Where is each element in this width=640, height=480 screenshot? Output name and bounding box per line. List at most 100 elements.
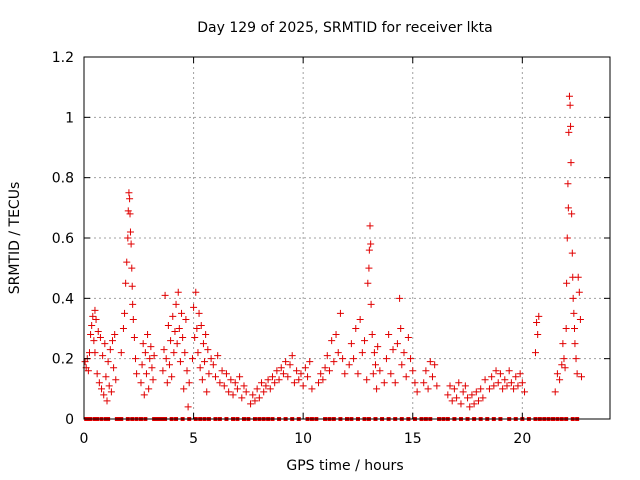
data-point bbox=[507, 379, 515, 387]
data-point bbox=[568, 210, 576, 218]
data-point bbox=[162, 355, 170, 363]
data-point bbox=[174, 288, 182, 296]
data-point bbox=[249, 391, 257, 399]
data-point bbox=[160, 346, 168, 354]
data-point bbox=[516, 370, 524, 378]
data-point bbox=[461, 382, 469, 390]
data-point bbox=[199, 340, 207, 348]
data-point bbox=[251, 397, 259, 405]
data-point bbox=[534, 331, 542, 339]
data-point bbox=[253, 385, 261, 393]
data-point bbox=[117, 349, 125, 357]
data-point bbox=[247, 400, 255, 408]
data-point bbox=[182, 315, 190, 323]
data-point bbox=[133, 370, 141, 378]
y-axis-ticks: 0 0.2 0.4 0.6 0.8 1 1.2 bbox=[52, 50, 610, 428]
data-point bbox=[101, 340, 109, 348]
data-point bbox=[575, 288, 583, 296]
data-point bbox=[570, 309, 578, 317]
data-point bbox=[505, 367, 513, 375]
data-point bbox=[563, 279, 571, 287]
data-point bbox=[293, 367, 301, 375]
data-point bbox=[567, 159, 575, 167]
data-point bbox=[571, 340, 579, 348]
data-point bbox=[129, 300, 137, 308]
data-point bbox=[336, 309, 344, 317]
data-point bbox=[229, 391, 237, 399]
data-point bbox=[89, 312, 97, 320]
data-point bbox=[150, 352, 158, 360]
data-point bbox=[407, 355, 415, 363]
data-point bbox=[358, 349, 366, 357]
data-point bbox=[176, 358, 184, 366]
data-point bbox=[286, 361, 294, 369]
data-point bbox=[185, 379, 193, 387]
data-point bbox=[387, 370, 395, 378]
chart-title: Day 129 of 2025, SRMTID for receiver lkt… bbox=[197, 20, 492, 36]
data-point bbox=[179, 334, 187, 342]
data-point bbox=[233, 385, 241, 393]
data-point bbox=[163, 379, 171, 387]
data-point bbox=[501, 376, 509, 384]
data-point bbox=[110, 364, 118, 372]
data-point bbox=[231, 379, 239, 387]
data-point bbox=[563, 234, 571, 242]
y-tick-label: 1 bbox=[65, 110, 74, 126]
data-point bbox=[420, 379, 428, 387]
data-point bbox=[190, 303, 198, 311]
data-point bbox=[457, 400, 465, 408]
data-point bbox=[565, 128, 573, 136]
data-point bbox=[87, 331, 95, 339]
data-point bbox=[144, 331, 152, 339]
data-point bbox=[205, 370, 213, 378]
data-point bbox=[194, 349, 202, 357]
data-point bbox=[146, 355, 154, 363]
data-point bbox=[411, 379, 419, 387]
data-point bbox=[112, 376, 120, 384]
data-point bbox=[325, 367, 333, 375]
data-point bbox=[512, 373, 520, 381]
data-point bbox=[446, 382, 454, 390]
data-point bbox=[108, 337, 116, 345]
data-point bbox=[255, 394, 263, 402]
data-point bbox=[207, 355, 215, 363]
data-point bbox=[290, 379, 298, 387]
data-point bbox=[367, 240, 375, 248]
data-point bbox=[347, 340, 355, 348]
data-point bbox=[576, 315, 584, 323]
data-point bbox=[556, 376, 564, 384]
data-point bbox=[240, 382, 248, 390]
data-point bbox=[106, 346, 114, 354]
data-point bbox=[569, 294, 577, 302]
data-point bbox=[264, 376, 272, 384]
data-point bbox=[111, 331, 119, 339]
data-point bbox=[393, 340, 401, 348]
data-point bbox=[464, 394, 472, 402]
data-point bbox=[492, 367, 500, 375]
data-point bbox=[339, 355, 347, 363]
data-point bbox=[380, 379, 388, 387]
data-point bbox=[279, 370, 287, 378]
data-point bbox=[90, 337, 98, 345]
data-point bbox=[142, 370, 150, 378]
data-point bbox=[561, 364, 569, 372]
x-tick-label: 0 bbox=[80, 431, 89, 447]
data-point bbox=[220, 382, 228, 390]
data-points bbox=[81, 92, 586, 411]
data-point bbox=[193, 325, 201, 332]
x-tick-label: 20 bbox=[513, 431, 531, 447]
data-point bbox=[533, 318, 541, 326]
data-point bbox=[167, 337, 175, 345]
data-point bbox=[178, 309, 186, 317]
data-point bbox=[321, 364, 329, 372]
data-point bbox=[214, 352, 222, 360]
data-point bbox=[161, 291, 169, 299]
data-point bbox=[125, 189, 133, 197]
data-point bbox=[145, 385, 153, 393]
data-point bbox=[485, 385, 493, 393]
data-point bbox=[409, 367, 417, 375]
data-point bbox=[573, 370, 581, 378]
data-point bbox=[191, 334, 199, 342]
data-point bbox=[350, 355, 358, 363]
